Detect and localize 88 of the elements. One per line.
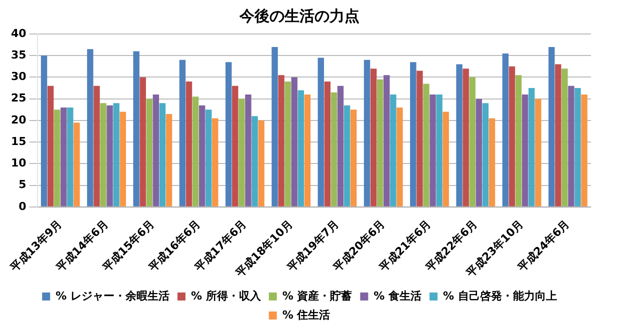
bar — [555, 64, 562, 206]
bar — [206, 110, 212, 206]
y-tick-label: 25 — [10, 92, 26, 105]
bar — [133, 51, 140, 206]
bar — [74, 122, 80, 206]
bar — [423, 84, 430, 206]
bar — [304, 94, 311, 206]
bar — [430, 94, 436, 206]
bar — [581, 94, 588, 206]
legend-label: % 所得・収入 — [190, 289, 262, 302]
bar — [522, 94, 528, 206]
bar — [212, 118, 218, 206]
bar — [416, 70, 423, 206]
bar — [528, 88, 535, 206]
bar — [186, 82, 192, 206]
bar — [384, 75, 390, 206]
y-tick-label: 30 — [10, 70, 27, 84]
y-tick-label: 10 — [10, 156, 27, 170]
bar — [442, 112, 449, 206]
bar — [350, 110, 357, 206]
bar — [508, 66, 516, 206]
bar — [330, 92, 338, 206]
bar — [67, 107, 74, 206]
bar — [106, 105, 113, 206]
bar — [113, 103, 120, 206]
bar — [60, 107, 67, 206]
bar — [278, 75, 284, 206]
bar — [562, 68, 568, 206]
bar — [324, 82, 331, 206]
bar — [318, 58, 324, 206]
bar — [100, 103, 106, 206]
bar — [179, 60, 186, 206]
bar — [337, 86, 344, 206]
bar — [370, 68, 377, 206]
bar — [535, 98, 542, 206]
bar — [232, 86, 238, 206]
bar — [482, 103, 489, 206]
bar — [502, 53, 509, 206]
bar — [364, 60, 370, 206]
y-tick-label: 0 — [18, 200, 27, 213]
legend-label: % 自己啓発・能力向上 — [443, 289, 557, 302]
y-tick-label: 15 — [10, 134, 26, 148]
bar — [238, 98, 245, 206]
bar — [258, 120, 264, 206]
bar — [146, 98, 152, 206]
bar — [272, 46, 278, 206]
bar — [140, 77, 146, 206]
y-tick-label: 35 — [10, 48, 26, 62]
y-tick-label: 20 — [10, 113, 27, 126]
bar — [94, 86, 100, 206]
bar — [436, 94, 442, 206]
bar — [376, 79, 384, 206]
bar — [476, 98, 482, 206]
legend-label: % 食生活 — [374, 289, 422, 302]
y-tick-label: 40 — [10, 26, 27, 40]
bar — [462, 68, 469, 206]
bar — [488, 118, 496, 206]
bar — [225, 62, 232, 206]
bar — [469, 77, 476, 206]
bar — [456, 64, 462, 206]
bar — [548, 46, 555, 206]
bar — [40, 56, 48, 206]
chart-title: 今後の生活の力点 — [238, 6, 360, 25]
bar — [298, 90, 304, 206]
bar — [198, 105, 206, 206]
bar — [396, 107, 403, 206]
bar — [390, 94, 396, 206]
bar — [291, 77, 298, 206]
bar — [47, 86, 54, 206]
bar — [245, 94, 252, 206]
bar — [54, 110, 60, 206]
bar — [166, 114, 172, 206]
legend-label: % 資産・貯蓄 — [282, 289, 352, 302]
bar — [252, 116, 258, 206]
bar — [284, 82, 291, 206]
bar — [410, 62, 416, 206]
bar — [120, 112, 126, 206]
bar — [87, 49, 94, 206]
bar — [574, 88, 581, 206]
bar — [568, 86, 574, 206]
bar — [515, 75, 522, 206]
bar — [192, 96, 199, 206]
bar — [159, 103, 166, 206]
bar — [344, 105, 350, 206]
legend-label: % レジャー・余暇生活 — [56, 289, 170, 302]
y-tick-label: 5 — [18, 178, 26, 192]
bar — [152, 94, 160, 206]
legend-label: % 住生活 — [282, 308, 330, 322]
